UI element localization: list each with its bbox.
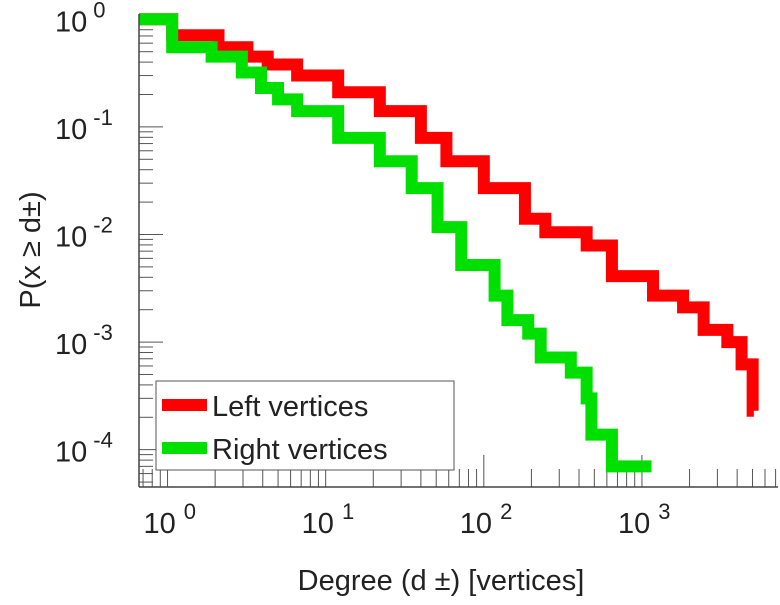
axis-ticks [139,18,777,487]
legend: Left vertices Right vertices [155,380,455,471]
y-tick-label: 10 -1 [55,105,113,146]
x-tick-label: 10 0 [144,499,197,540]
legend-label-right: Right vertices [212,434,388,466]
y-tick-label: 10 -2 [55,212,113,253]
y-tick-label: 10 0 [55,0,106,38]
legend-box [155,380,455,471]
legend-label-left: Left vertices [212,391,368,423]
x-tick-label: 10 2 [460,499,513,540]
y-tick-label: 10 -3 [55,320,113,361]
series-group [139,13,759,473]
series-line-left-vertices [139,13,759,417]
x-tick-label: 10 3 [618,499,671,540]
x-axis-label: Degree (d ±) [vertices] [298,565,585,597]
y-axis-label: P(x ≥ d±) [15,191,47,308]
tick-labels: 10 0 10 1 10 2 10 3 10 0 10 -1 10 -2 10 -3 10 -4 [55,0,670,540]
x-tick-label: 10 1 [302,499,355,540]
y-tick-label: 10 -4 [55,428,113,469]
series-line-right-vertices [139,13,652,473]
